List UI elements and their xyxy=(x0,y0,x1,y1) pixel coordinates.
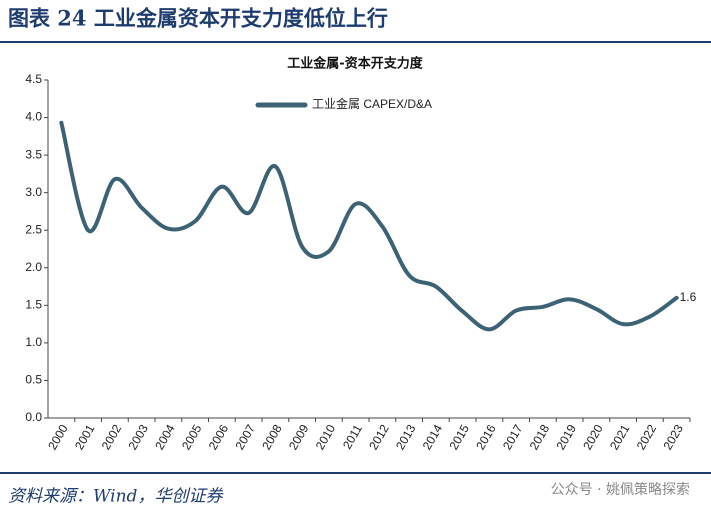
x-tick-label: 2015 xyxy=(446,422,472,452)
y-tick-label: 2.5 xyxy=(25,222,42,236)
x-tick-label: 2013 xyxy=(393,422,419,452)
y-tick-label: 1.0 xyxy=(25,335,42,349)
chart-title: 工业金属-资本开支力度 xyxy=(287,56,423,72)
source-note: 资料来源：Wind，华创证券 xyxy=(8,487,224,507)
y-tick-label: 3.0 xyxy=(25,185,42,199)
x-tick-label: 2005 xyxy=(179,422,205,452)
x-tick-label: 2004 xyxy=(152,422,178,452)
x-tick-label: 2023 xyxy=(660,422,686,452)
y-tick-label: 1.5 xyxy=(25,298,42,312)
x-tick-label: 2003 xyxy=(125,422,151,452)
x-tick-label: 2022 xyxy=(634,422,660,452)
x-tick-label: 2001 xyxy=(72,422,98,452)
x-tick-label: 2021 xyxy=(607,422,633,452)
x-tick-label: 2017 xyxy=(500,422,526,452)
x-tick-label: 2007 xyxy=(232,422,258,452)
x-tick-label: 2011 xyxy=(340,422,365,452)
x-tick-label: 2012 xyxy=(366,422,392,452)
x-tick-label: 2014 xyxy=(420,422,446,452)
series-line xyxy=(59,120,679,332)
y-tick-label: 0.0 xyxy=(25,410,42,424)
x-tick-label: 2006 xyxy=(206,422,232,452)
watermark: 公众号 · 姚佩策略探索 xyxy=(551,481,690,498)
x-tick-label: 2000 xyxy=(45,422,71,452)
x-tick-label: 2019 xyxy=(553,422,579,452)
y-tick-label: 3.5 xyxy=(25,147,42,161)
x-tick-label: 2008 xyxy=(259,422,285,452)
x-tick-label: 2020 xyxy=(580,422,606,452)
x-tick-label: 2010 xyxy=(313,422,339,452)
y-tick-label: 4.0 xyxy=(25,110,42,124)
data-label: 1.6 xyxy=(680,290,697,304)
y-tick-label: 0.5 xyxy=(25,373,42,387)
figure-title: 图表 24 工业金属资本开支力度低位上行 xyxy=(8,6,388,31)
y-tick-label: 4.5 xyxy=(25,72,42,86)
legend-label: 工业金属 CAPEX/D&A xyxy=(312,96,432,111)
x-tick-label: 2002 xyxy=(99,422,125,452)
x-tick-label: 2018 xyxy=(527,422,553,452)
x-tick-label: 2016 xyxy=(473,422,499,452)
x-tick-label: 2009 xyxy=(286,422,312,452)
y-tick-label: 2.0 xyxy=(25,260,42,274)
